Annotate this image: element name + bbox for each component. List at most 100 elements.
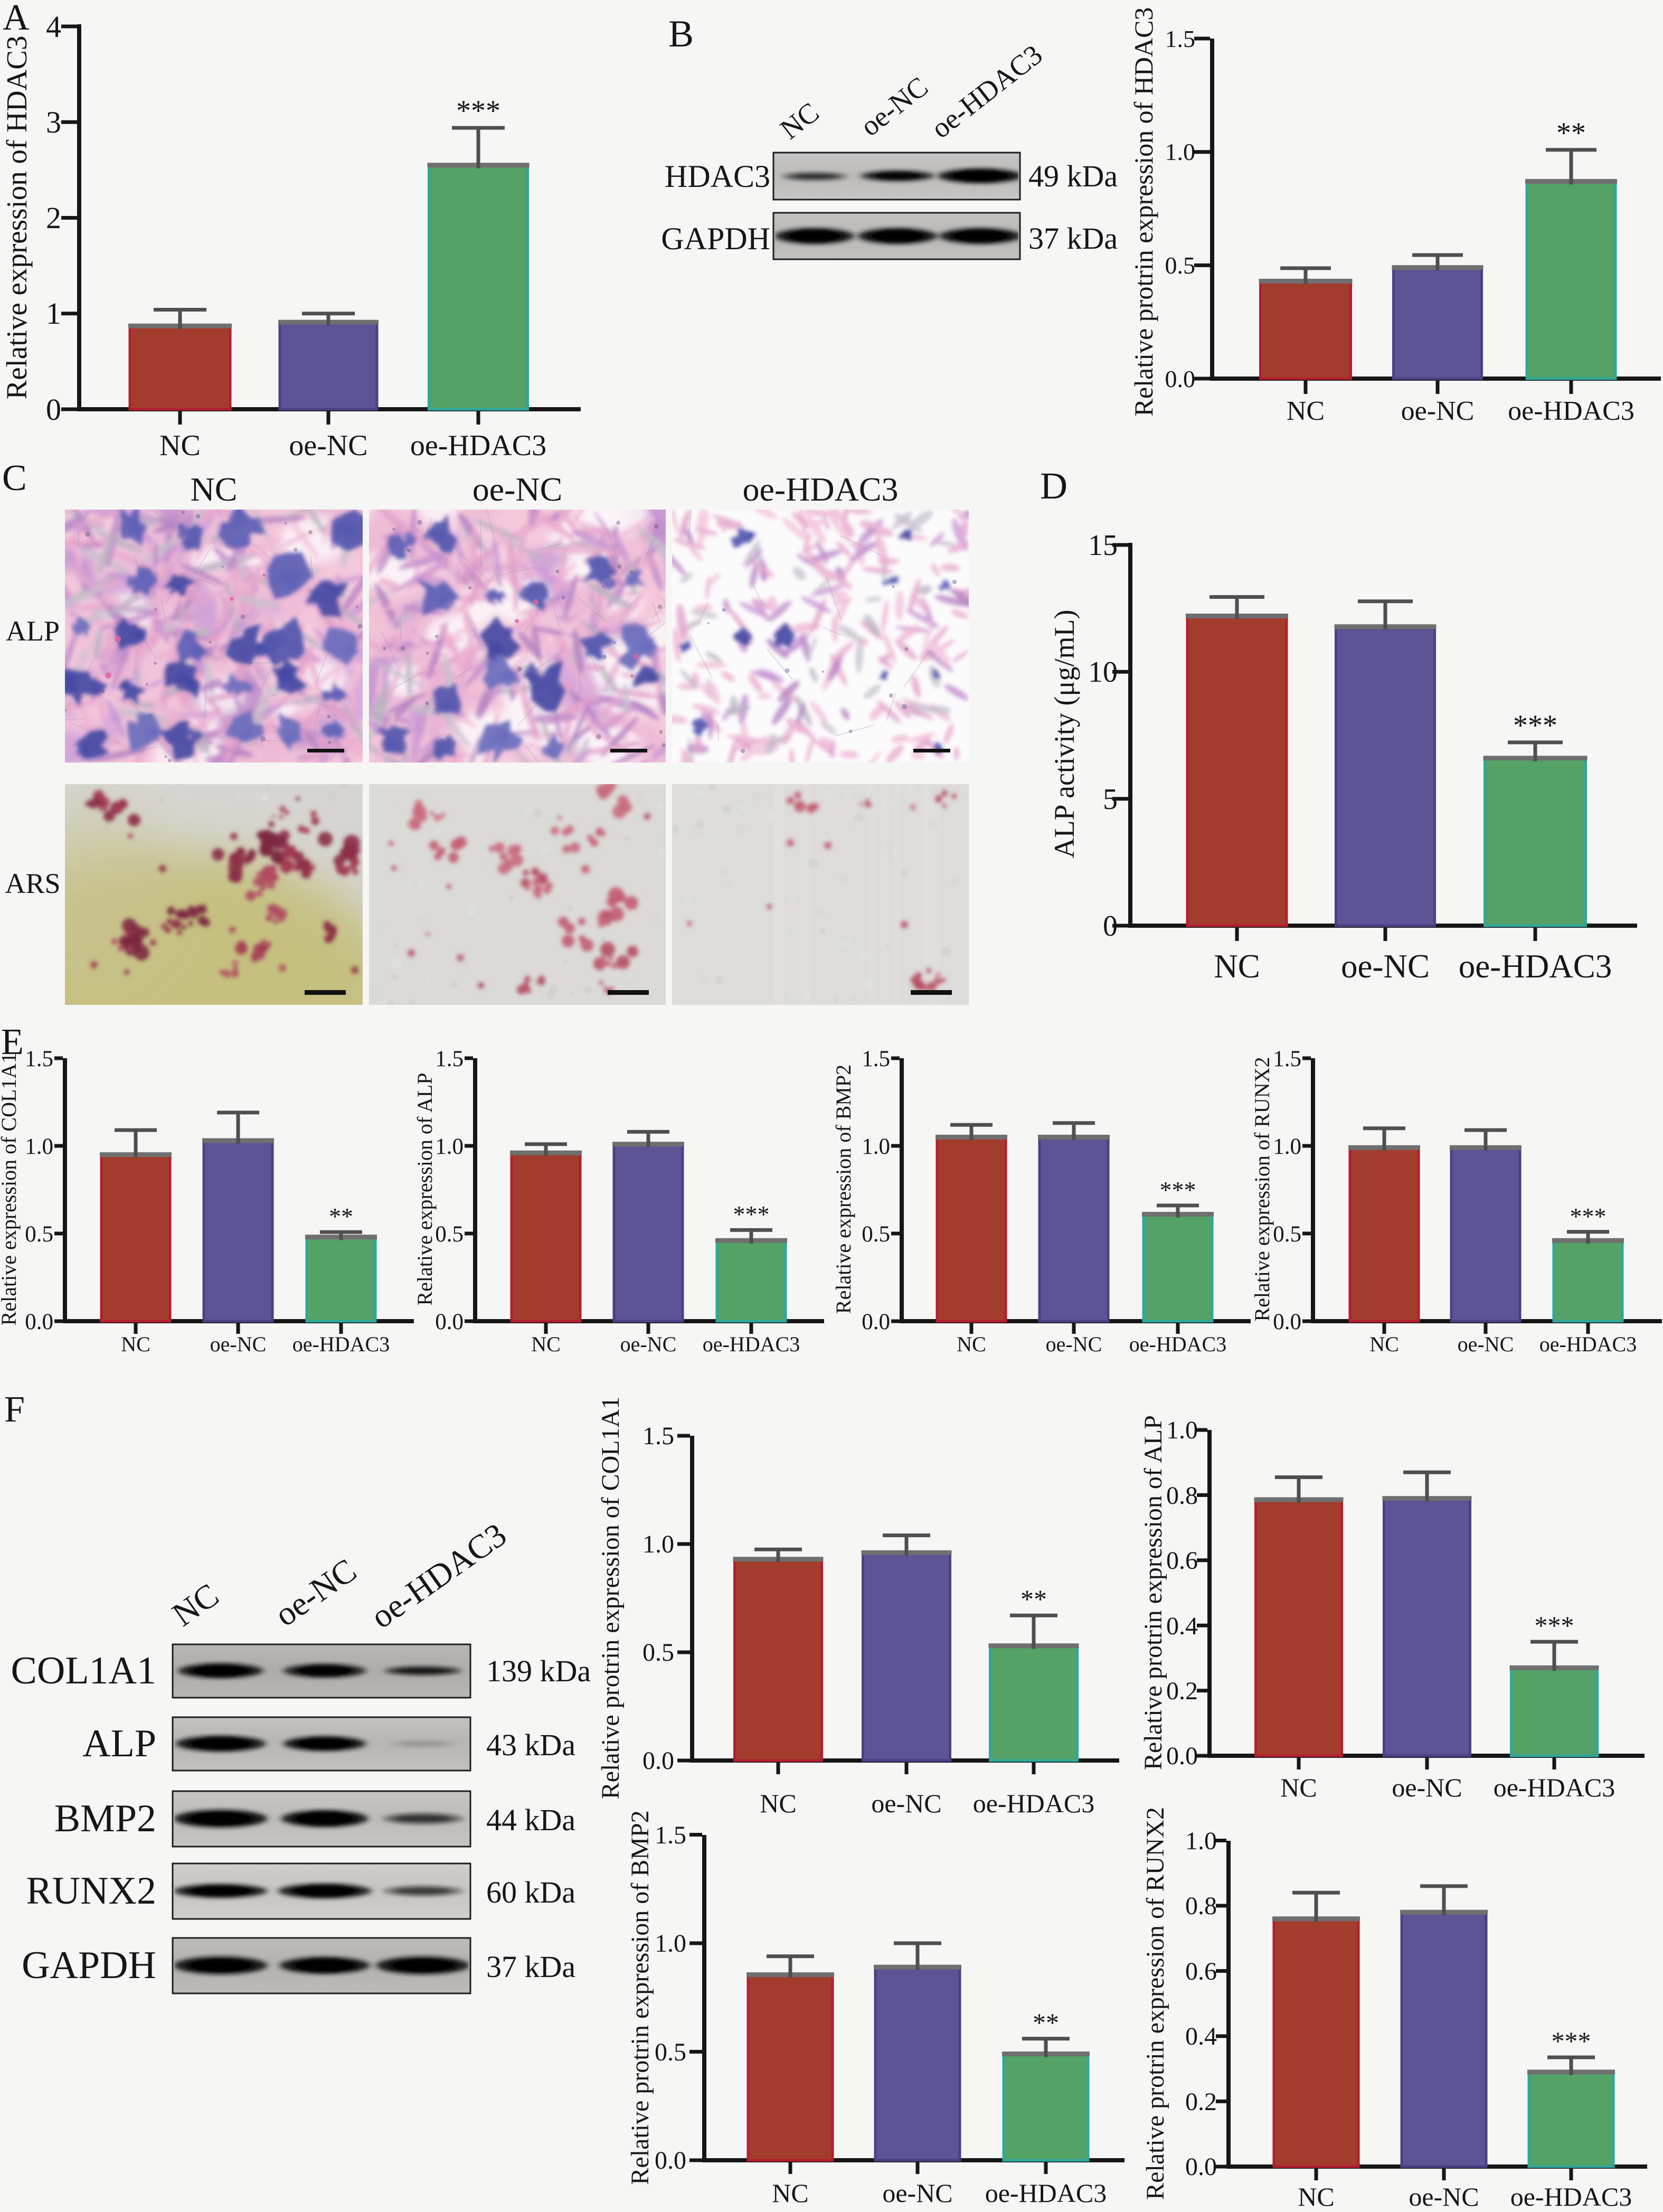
svg-text:COL1A1: COL1A1 <box>11 1649 156 1692</box>
svg-text:NC: NC <box>760 1789 796 1818</box>
svg-text:NC: NC <box>1369 1332 1399 1356</box>
svg-text:B: B <box>668 13 694 55</box>
svg-text:HDAC3: HDAC3 <box>665 159 770 194</box>
svg-text:oe-HDAC3: oe-HDAC3 <box>1129 1332 1226 1356</box>
svg-text:1.5: 1.5 <box>435 1047 464 1071</box>
svg-text:10: 10 <box>1088 656 1118 689</box>
svg-text:oe-NC: oe-NC <box>882 2178 952 2208</box>
svg-text:0.5: 0.5 <box>642 1639 674 1667</box>
svg-text:0.0: 0.0 <box>862 1310 890 1334</box>
svg-text:1: 1 <box>46 296 61 331</box>
svg-text:0.5: 0.5 <box>435 1222 464 1247</box>
svg-text:oe-HDAC3: oe-HDAC3 <box>742 470 898 508</box>
svg-text:D: D <box>1040 465 1067 507</box>
svg-text:1.0: 1.0 <box>1166 1416 1198 1444</box>
svg-text:oe-NC: oe-NC <box>871 1789 941 1818</box>
svg-text:1.5: 1.5 <box>1273 1047 1301 1071</box>
svg-text:1.5: 1.5 <box>642 1422 674 1450</box>
svg-text:0.4: 0.4 <box>1185 2022 1217 2050</box>
svg-text:oe-HDAC3: oe-HDAC3 <box>1494 1773 1615 1802</box>
svg-text:A: A <box>3 0 30 38</box>
svg-text:Relative protrin expression of: Relative protrin expression of RUNX2 <box>1141 1807 1169 2200</box>
svg-text:1.0: 1.0 <box>435 1134 464 1159</box>
svg-text:NC: NC <box>1280 1773 1317 1802</box>
svg-text:0.6: 0.6 <box>1185 1957 1217 1985</box>
svg-text:oe-NC: oe-NC <box>1401 396 1475 426</box>
svg-text:0.0: 0.0 <box>1273 1310 1301 1334</box>
svg-text:***: *** <box>1160 1176 1196 1203</box>
svg-text:0.5: 0.5 <box>1165 252 1196 279</box>
svg-text:oe-HDAC3: oe-HDAC3 <box>292 1332 390 1356</box>
svg-text:oe-HDAC3: oe-HDAC3 <box>703 1332 800 1356</box>
svg-text:0.8: 0.8 <box>1185 1892 1217 1920</box>
svg-text:0.2: 0.2 <box>1185 2088 1217 2116</box>
svg-text:***: *** <box>1513 709 1557 742</box>
svg-text:oe-NC: oe-NC <box>1392 1773 1462 1802</box>
svg-text:1.0: 1.0 <box>25 1134 53 1159</box>
svg-text:**: ** <box>1556 117 1586 149</box>
svg-text:ARS: ARS <box>5 868 60 899</box>
svg-text:0: 0 <box>1103 910 1118 943</box>
svg-text:0.5: 0.5 <box>1273 1222 1301 1247</box>
svg-text:NC: NC <box>121 1332 150 1356</box>
svg-text:Relative expression of BMP2: Relative expression of BMP2 <box>832 1065 855 1314</box>
svg-text:NC: NC <box>957 1332 986 1356</box>
svg-text:***: *** <box>456 95 500 127</box>
svg-text:0.0: 0.0 <box>655 2147 686 2175</box>
svg-text:Relative protrin expression of: Relative protrin expression of COL1A1 <box>597 1397 625 1800</box>
svg-text:1.0: 1.0 <box>655 1929 686 1957</box>
svg-text:oe-NC: oe-NC <box>620 1332 677 1356</box>
svg-text:oe-NC: oe-NC <box>473 470 563 508</box>
svg-text:BMP2: BMP2 <box>54 1797 156 1840</box>
svg-text:1.0: 1.0 <box>1273 1134 1301 1159</box>
svg-text:GAPDH: GAPDH <box>22 1944 156 1987</box>
svg-text:oe-NC: oe-NC <box>1046 1332 1102 1356</box>
svg-text:oe-HDAC3: oe-HDAC3 <box>1510 2182 1632 2211</box>
svg-text:0.0: 0.0 <box>435 1310 464 1334</box>
svg-text:NC: NC <box>159 429 201 462</box>
svg-text:ALP: ALP <box>6 615 60 647</box>
svg-text:***: *** <box>1570 1203 1607 1230</box>
svg-text:Relative protrin expression of: Relative protrin expression of BMP2 <box>626 1810 654 2185</box>
svg-text:Relative protrin expression of: Relative protrin expression of ALP <box>1139 1415 1167 1770</box>
svg-text:**: ** <box>329 1203 353 1230</box>
svg-text:5: 5 <box>1103 783 1118 816</box>
svg-text:GAPDH: GAPDH <box>661 221 770 256</box>
svg-text:0.0: 0.0 <box>642 1747 674 1775</box>
svg-text:44 kDa: 44 kDa <box>486 1803 575 1837</box>
svg-text:37 kDa: 37 kDa <box>486 1950 575 1984</box>
svg-text:oe-HDAC3: oe-HDAC3 <box>973 1789 1095 1818</box>
svg-text:1.0: 1.0 <box>642 1530 674 1558</box>
svg-text:0.0: 0.0 <box>1185 2153 1217 2181</box>
svg-text:1.0: 1.0 <box>862 1134 890 1159</box>
svg-text:2: 2 <box>46 201 61 235</box>
svg-text:1.5: 1.5 <box>25 1047 53 1071</box>
svg-text:0.6: 0.6 <box>1166 1547 1198 1575</box>
svg-text:NC: NC <box>191 470 238 508</box>
svg-text:oe-HDAC3: oe-HDAC3 <box>1459 948 1612 985</box>
svg-text:0.0: 0.0 <box>1165 365 1196 392</box>
svg-text:oe-NC: oe-NC <box>1341 948 1430 985</box>
svg-text:oe-NC: oe-NC <box>210 1332 267 1356</box>
svg-text:***: *** <box>1535 1611 1574 1640</box>
svg-text:43 kDa: 43 kDa <box>486 1728 575 1762</box>
svg-text:60 kDa: 60 kDa <box>486 1875 575 1909</box>
svg-text:**: ** <box>1021 1584 1047 1614</box>
svg-text:Relative expression of HDAC3: Relative expression of HDAC3 <box>1 36 33 400</box>
svg-text:Relative expression of RUNX2: Relative expression of RUNX2 <box>1250 1057 1274 1321</box>
svg-text:1.5: 1.5 <box>862 1047 890 1071</box>
svg-text:***: *** <box>733 1201 770 1228</box>
svg-text:oe-NC: oe-NC <box>1458 1332 1514 1356</box>
svg-text:NC: NC <box>531 1332 561 1356</box>
svg-text:NC: NC <box>1214 948 1260 985</box>
svg-text:***: *** <box>1552 2026 1591 2056</box>
svg-text:0.5: 0.5 <box>25 1222 53 1247</box>
svg-text:1.5: 1.5 <box>655 1821 686 1849</box>
svg-text:139 kDa: 139 kDa <box>486 1654 591 1688</box>
svg-text:ALP activity (μg/mL): ALP activity (μg/mL) <box>1048 610 1080 859</box>
svg-text:1.0: 1.0 <box>1165 138 1196 165</box>
svg-text:0.8: 0.8 <box>1166 1482 1198 1510</box>
svg-text:49 kDa: 49 kDa <box>1028 159 1118 193</box>
svg-text:NC: NC <box>772 2178 808 2208</box>
svg-text:0.5: 0.5 <box>655 2038 686 2066</box>
